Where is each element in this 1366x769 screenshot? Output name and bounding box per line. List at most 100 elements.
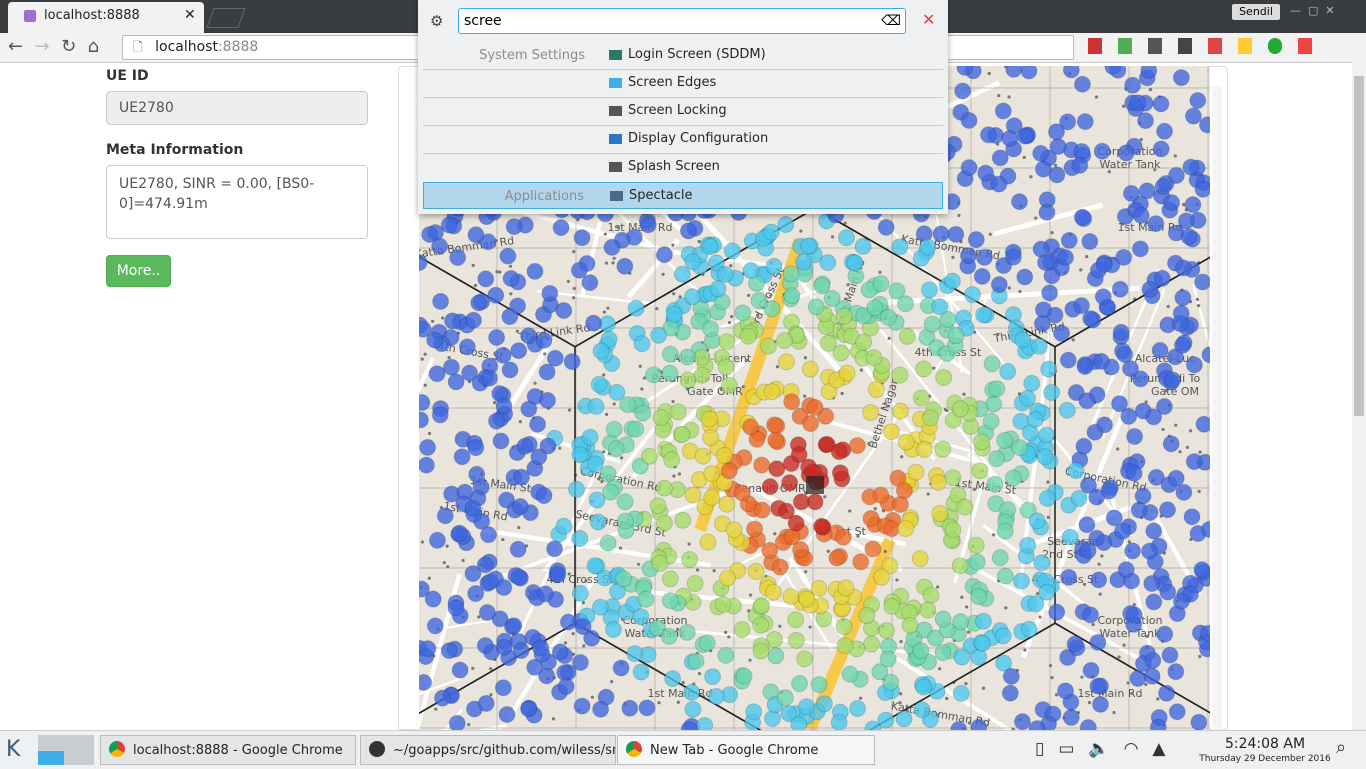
map-point <box>1174 423 1178 427</box>
task-button[interactable]: ~/goapps/src/github.com/wiless/sm <box>360 735 616 765</box>
map-point <box>966 630 971 634</box>
window-controls[interactable]: — ▢ ✕ <box>1290 4 1335 17</box>
ue-dot <box>907 463 925 481</box>
map-point <box>1173 154 1177 158</box>
task-button[interactable]: localhost:8888 - Google Chrome <box>100 735 356 765</box>
ue-dot <box>1147 468 1165 486</box>
ue-dot <box>649 619 667 637</box>
result-row[interactable]: Screen Edges <box>423 70 943 98</box>
ue-dot <box>1153 269 1171 287</box>
more-button[interactable]: More.. <box>106 255 171 287</box>
ue-dot <box>1078 516 1096 534</box>
ue-dot <box>1122 184 1140 202</box>
krunner-config[interactable]: ⚙ <box>430 12 444 30</box>
map-point <box>856 534 860 538</box>
system-tray[interactable]: ▯▭🔈◠▲ <box>1035 739 1180 759</box>
ue-dot <box>464 499 482 517</box>
app-launcher[interactable]: K <box>6 737 21 762</box>
ue-dot <box>453 448 471 466</box>
tab-close[interactable]: ✕ <box>184 7 196 23</box>
ue-dot <box>872 486 890 504</box>
search-button[interactable]: ⌕ <box>1336 737 1347 758</box>
ue-dot <box>767 431 785 449</box>
task-icon <box>109 741 125 757</box>
ue-dot <box>935 368 953 386</box>
ue-dot <box>782 588 800 606</box>
result-row[interactable]: Display Configuration <box>423 126 943 154</box>
map-point <box>427 576 431 580</box>
extensions[interactable] <box>1088 38 1338 54</box>
result-row[interactable]: System Settings Login Screen (SDDM) <box>423 42 943 70</box>
page-scroll-thumb[interactable] <box>1354 76 1364 416</box>
ue-dot <box>996 522 1014 540</box>
map-point <box>439 505 443 510</box>
ue-dot <box>1140 66 1158 79</box>
ue-dot <box>1151 341 1169 359</box>
map-point <box>1011 727 1015 730</box>
krunner-close[interactable]: ✕ <box>922 10 936 29</box>
map-point <box>423 383 427 387</box>
street <box>419 677 461 696</box>
ue-dot <box>440 642 458 660</box>
profile-button[interactable]: Sendil <box>1232 4 1280 20</box>
ue-dot <box>995 654 1013 672</box>
ue-dot <box>479 526 497 544</box>
clear-button[interactable]: ⌫ <box>881 13 901 29</box>
pager[interactable] <box>38 735 94 765</box>
ue-dot <box>1200 624 1210 642</box>
ue-dot <box>447 373 465 391</box>
ue-dot <box>505 617 523 635</box>
map-point <box>1079 268 1083 272</box>
ue-dot <box>990 175 1008 193</box>
ue-dot <box>464 565 482 583</box>
ue-dot <box>465 311 483 329</box>
map-point <box>843 221 847 225</box>
map-point <box>1148 88 1153 92</box>
ue-id-input[interactable]: UE2780 <box>106 91 368 125</box>
browser-tab[interactable]: localhost:8888 ✕ <box>8 2 204 33</box>
nav-buttons[interactable]: ← → ↻ ⌂ <box>8 36 100 57</box>
map-point <box>1091 622 1095 627</box>
ue-dot <box>1057 682 1075 700</box>
meta-textarea[interactable]: UE2780, SINR = 0.00, [BS0-0]=474.91m <box>106 165 368 239</box>
ue-dot <box>678 623 696 641</box>
ue-dot <box>487 286 505 304</box>
map-point <box>676 627 680 631</box>
ue-dot <box>939 310 957 328</box>
task-label: New Tab - Google Chrome <box>650 743 819 758</box>
ue-dot <box>424 590 442 608</box>
ue-dot <box>638 699 656 717</box>
ue-dot <box>602 483 620 501</box>
ue-dot <box>765 416 783 434</box>
street <box>507 338 555 409</box>
map-point <box>576 218 580 222</box>
result-row[interactable]: Screen Locking <box>423 98 943 126</box>
map-scrollbar[interactable] <box>1212 86 1222 730</box>
ue-dot <box>777 353 795 371</box>
ue-dot <box>655 479 673 497</box>
map-point <box>517 525 521 530</box>
map-point <box>1153 168 1157 172</box>
ue-dot <box>1001 130 1019 148</box>
result-row[interactable]: Splash Screen <box>423 154 943 181</box>
ue-dot <box>780 705 798 723</box>
ue-dot <box>877 622 895 640</box>
result-row[interactable]: Applications Spectacle <box>423 182 943 209</box>
map-point <box>515 329 519 333</box>
ue-dot <box>660 627 678 645</box>
ue-dot <box>585 314 603 332</box>
ue-dot <box>495 397 513 415</box>
task-button[interactable]: New Tab - Google Chrome <box>617 735 875 765</box>
ue-dot <box>699 533 717 551</box>
ue-dot <box>919 238 937 256</box>
ue-dot <box>1023 374 1041 392</box>
ue-dot <box>1117 561 1135 579</box>
map-point <box>605 412 609 416</box>
map-point <box>441 316 445 320</box>
result-icon <box>609 162 622 172</box>
ue-dot <box>581 274 599 292</box>
map-point <box>1164 389 1168 393</box>
map-point <box>1116 447 1120 451</box>
krunner-input[interactable]: scree ⌫ <box>458 8 906 34</box>
ue-dot <box>1072 297 1090 315</box>
